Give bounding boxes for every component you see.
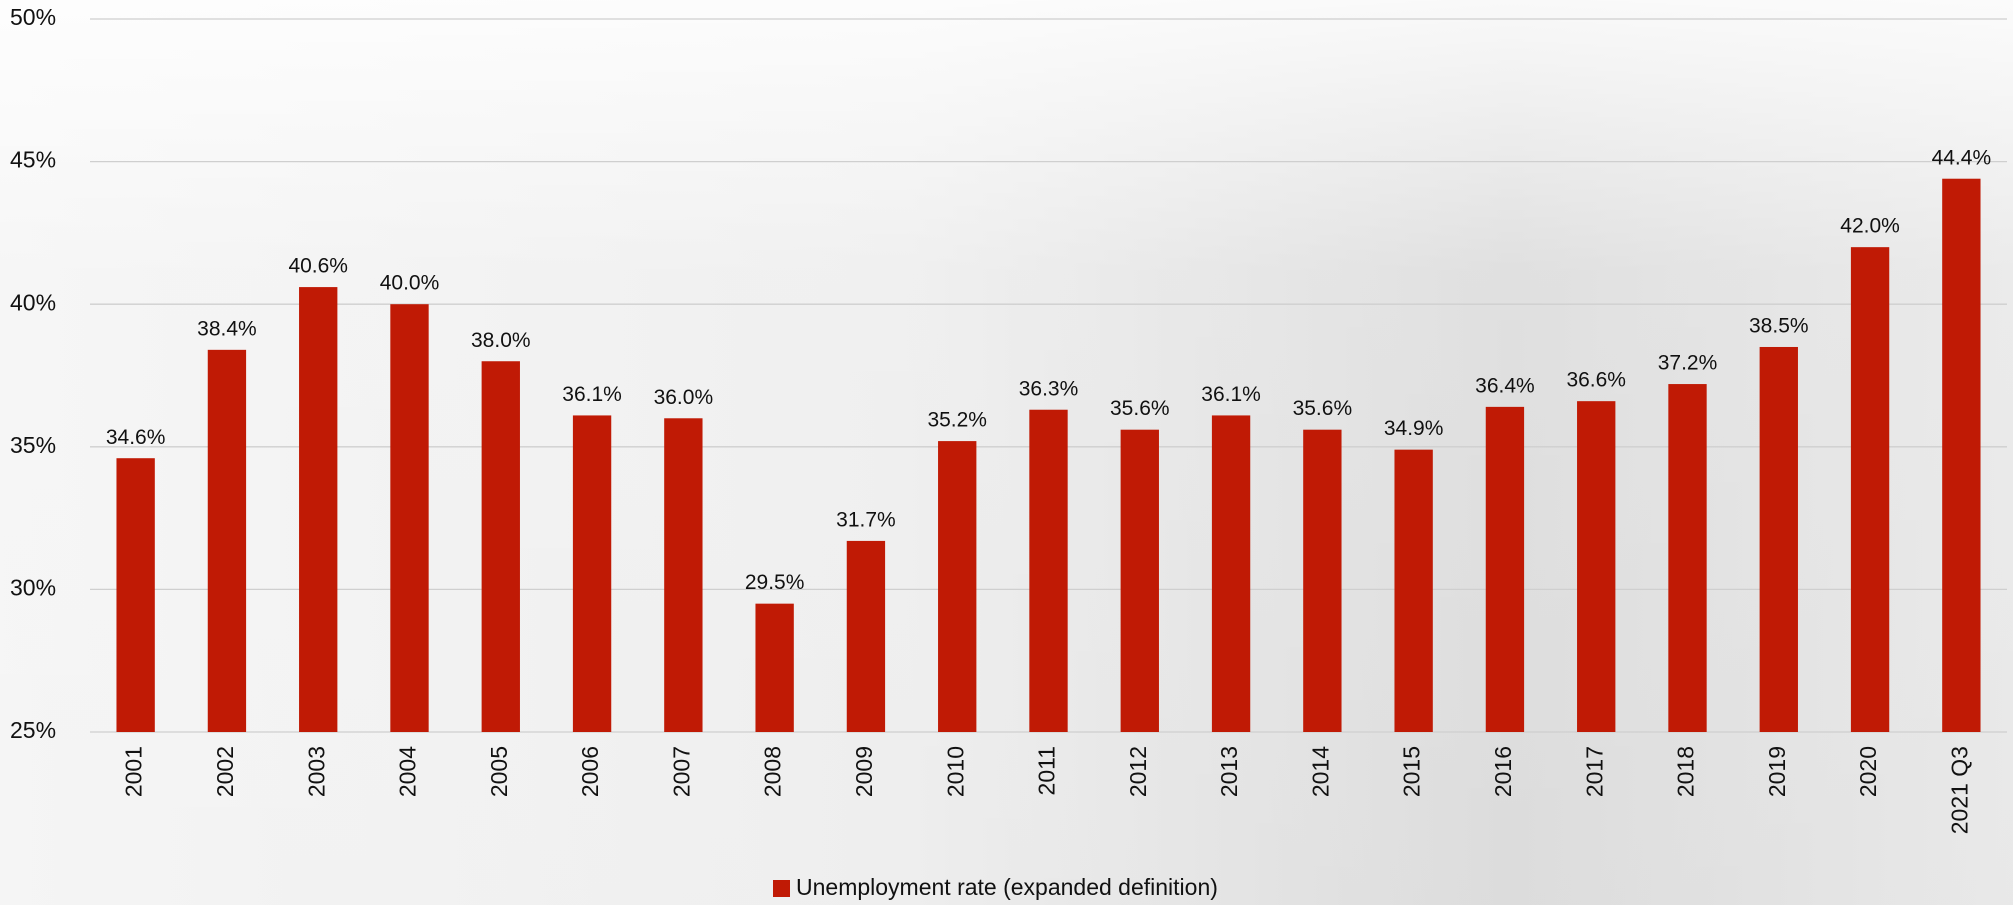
y-tick-label: 30%	[10, 574, 56, 600]
x-tick-label: 2008	[760, 746, 786, 797]
bar	[482, 361, 520, 732]
bar	[847, 541, 885, 732]
bar	[299, 287, 337, 732]
x-tick-label: 2018	[1673, 746, 1699, 797]
value-label: 34.9%	[1384, 417, 1444, 440]
bar	[1942, 179, 1980, 732]
x-tick-label: 2007	[668, 746, 694, 797]
legend-label: Unemployment rate (expanded definition)	[796, 874, 1218, 900]
value-label: 38.5%	[1749, 315, 1809, 338]
bar	[938, 441, 976, 732]
x-tick-label: 2006	[577, 746, 603, 797]
bar	[1303, 430, 1341, 732]
bar	[573, 415, 611, 732]
bar	[390, 304, 428, 732]
value-label: 36.1%	[1201, 383, 1261, 406]
value-label: 36.3%	[1019, 377, 1079, 400]
bar	[1668, 384, 1706, 732]
bar	[1760, 347, 1798, 732]
chart: 25% 30% 35% 40% 45% 50% 2001 2002 2003 2004 2005 20…	[0, 0, 2013, 905]
x-tick-label: 2004	[395, 746, 421, 797]
value-label: 42.0%	[1840, 215, 1900, 238]
x-tick-label: 2021 Q3	[1946, 746, 1972, 834]
x-tick-label: 2012	[1125, 746, 1151, 797]
value-label: 44.4%	[1932, 146, 1992, 169]
bar	[1486, 407, 1524, 732]
value-label: 37.2%	[1658, 352, 1718, 375]
value-label: 35.2%	[927, 409, 987, 432]
value-label: 36.6%	[1566, 369, 1626, 392]
bar	[1394, 450, 1432, 732]
bar	[1121, 430, 1159, 732]
x-tick-label: 2010	[942, 746, 968, 797]
y-tick-label: 25%	[10, 717, 56, 743]
x-tick-label: 2013	[1216, 746, 1242, 797]
value-label: 31.7%	[836, 508, 896, 531]
bar	[208, 350, 246, 732]
bar	[1577, 401, 1615, 732]
legend-swatch	[773, 880, 790, 897]
value-label: 38.4%	[197, 317, 257, 340]
x-tick-label: 2001	[121, 746, 147, 797]
value-label: 36.0%	[654, 386, 714, 409]
y-tick-label: 50%	[10, 4, 56, 30]
x-tick-label: 2014	[1307, 746, 1333, 797]
bar	[755, 604, 793, 732]
bar	[1212, 415, 1250, 732]
bar	[116, 458, 154, 732]
value-label: 35.6%	[1293, 397, 1353, 420]
y-tick-label: 35%	[10, 432, 56, 458]
x-tick-label: 2015	[1399, 746, 1425, 797]
x-tick-label: 2009	[851, 746, 877, 797]
value-label: 34.6%	[106, 426, 166, 449]
bar	[1029, 410, 1067, 732]
x-tick-label: 2011	[1034, 746, 1060, 795]
value-label: 40.0%	[380, 272, 440, 295]
x-tick-label: 2003	[303, 746, 329, 797]
value-label: 35.6%	[1110, 397, 1170, 420]
x-tick-label: 2005	[486, 746, 512, 797]
y-tick-label: 40%	[10, 289, 56, 315]
value-label: 36.1%	[562, 383, 622, 406]
x-tick-label: 2017	[1581, 746, 1607, 797]
x-tick-label: 2020	[1855, 746, 1881, 797]
x-tick-label: 2019	[1764, 746, 1790, 797]
value-label: 40.6%	[288, 255, 348, 278]
bar	[664, 418, 702, 732]
y-tick-label: 45%	[10, 147, 56, 173]
page: {"chart_data": { "type": "bar", "categor…	[0, 0, 2013, 905]
bar	[1851, 247, 1889, 732]
value-label: 38.0%	[471, 329, 531, 352]
value-label: 36.4%	[1475, 374, 1535, 397]
value-label: 29.5%	[745, 571, 805, 594]
x-tick-label: 2016	[1490, 746, 1516, 797]
x-tick-label: 2002	[212, 746, 238, 797]
